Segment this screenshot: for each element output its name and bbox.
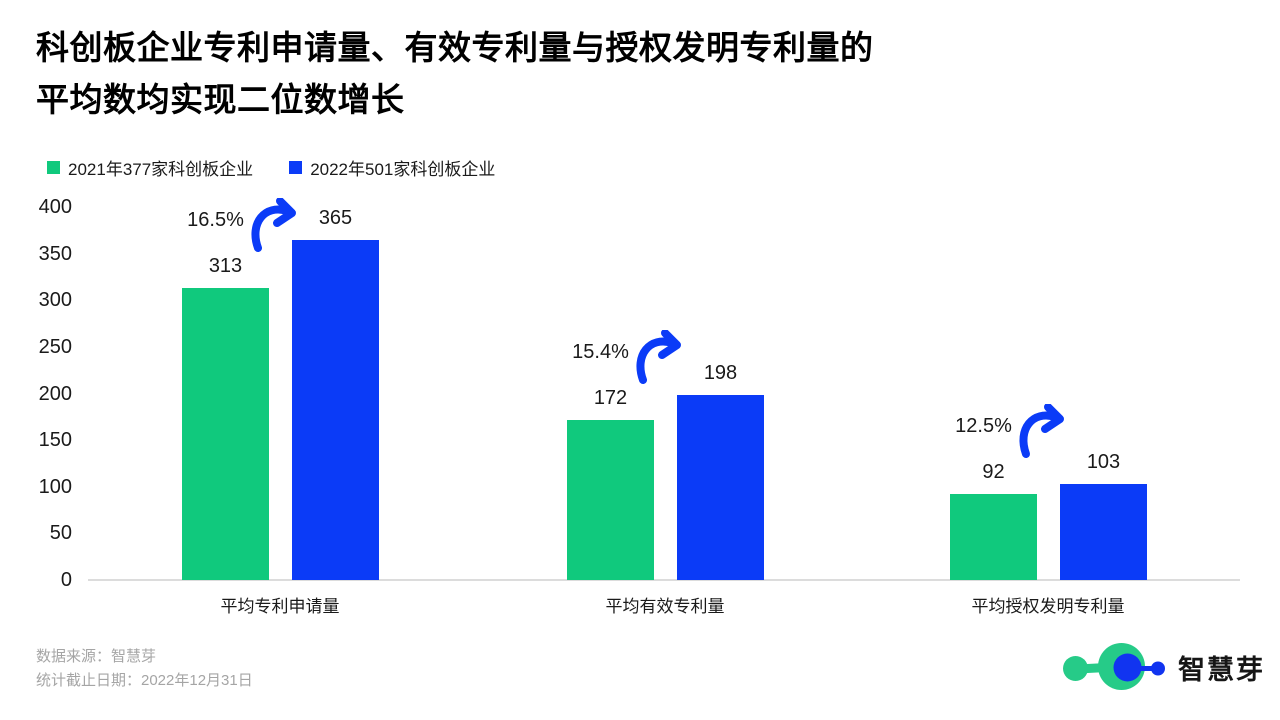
y-axis-tick-label: 300 (38, 289, 72, 312)
cutoff-date-note: 统计截止日期：2022年12月31日 (36, 672, 253, 689)
chart-title-line2: 平均数均实现二位数增长 (36, 81, 405, 118)
bar-value-label: 103 (1086, 451, 1121, 473)
growth-arrow-icon (1019, 404, 1064, 458)
bar-2022-group3 (1060, 484, 1147, 580)
patsnap-logo: 智慧芽 (1058, 640, 1265, 694)
legend-label-2021: 2021年377家科创板企业 (68, 160, 254, 179)
legend-item-2022: 2022年501家科创板企业 (289, 155, 495, 180)
bar-value-label: 198 (703, 362, 738, 384)
legend-swatch-2022-icon (289, 161, 303, 174)
growth-arrow-icon (251, 198, 296, 252)
legend-swatch-2021-icon (47, 161, 60, 174)
legend-label-2022: 2022年501家科创板企业 (310, 160, 496, 179)
patsnap-logo-text: 智慧芽 (1178, 654, 1265, 685)
growth-arrow-icon (636, 330, 681, 384)
y-axis-tick-label: 0 (60, 569, 72, 591)
chart-title-line1: 科创板企业专利申请量、有效专利量与授权发明专利量的 (36, 29, 874, 66)
bar-2022-group2 (677, 395, 764, 580)
bar-2022-group1 (292, 240, 379, 580)
y-axis-tick-label: 50 (49, 522, 72, 545)
bar-2021-group1 (182, 288, 269, 580)
x-axis-category-label: 平均有效专利量 (605, 597, 725, 616)
chart-title: 科创板企业专利申请量、有效专利量与授权发明专利量的 平均数均实现二位数增长 (36, 22, 874, 126)
legend-item-2021: 2021年377家科创板企业 (47, 155, 253, 180)
growth-percent-label: 16.5% (187, 209, 244, 231)
x-axis-line (88, 579, 1240, 581)
patsnap-logo-icon (1063, 643, 1165, 690)
y-axis-tick-label: 350 (38, 242, 72, 265)
bar-2021-group3 (950, 494, 1037, 580)
growth-percent-label: 15.4% (572, 341, 629, 363)
y-axis-tick-label: 400 (38, 196, 72, 218)
footer-notes: 数据来源：智慧芽 统计截止日期：2022年12月31日 (36, 645, 253, 693)
data-source-note: 数据来源：智慧芽 (36, 648, 157, 665)
growth-percent-label: 12.5% (955, 415, 1012, 437)
bar-value-label: 365 (318, 207, 353, 229)
y-axis-tick-label: 250 (38, 335, 72, 358)
bar-value-label: 92 (982, 461, 1005, 483)
x-axis-category-label: 平均专利申请量 (220, 597, 340, 616)
x-axis-category-label: 平均授权发明专利量 (971, 597, 1125, 616)
y-axis-tick-label: 200 (38, 382, 72, 405)
bar-value-label: 172 (593, 387, 628, 409)
y-axis-tick-label: 100 (38, 475, 72, 498)
bar-value-label: 313 (208, 255, 243, 277)
legend: 2021年377家科创板企业 2022年501家科创板企业 (47, 155, 495, 180)
y-axis-tick-label: 150 (38, 429, 72, 452)
bar-2021-group2 (567, 420, 654, 580)
